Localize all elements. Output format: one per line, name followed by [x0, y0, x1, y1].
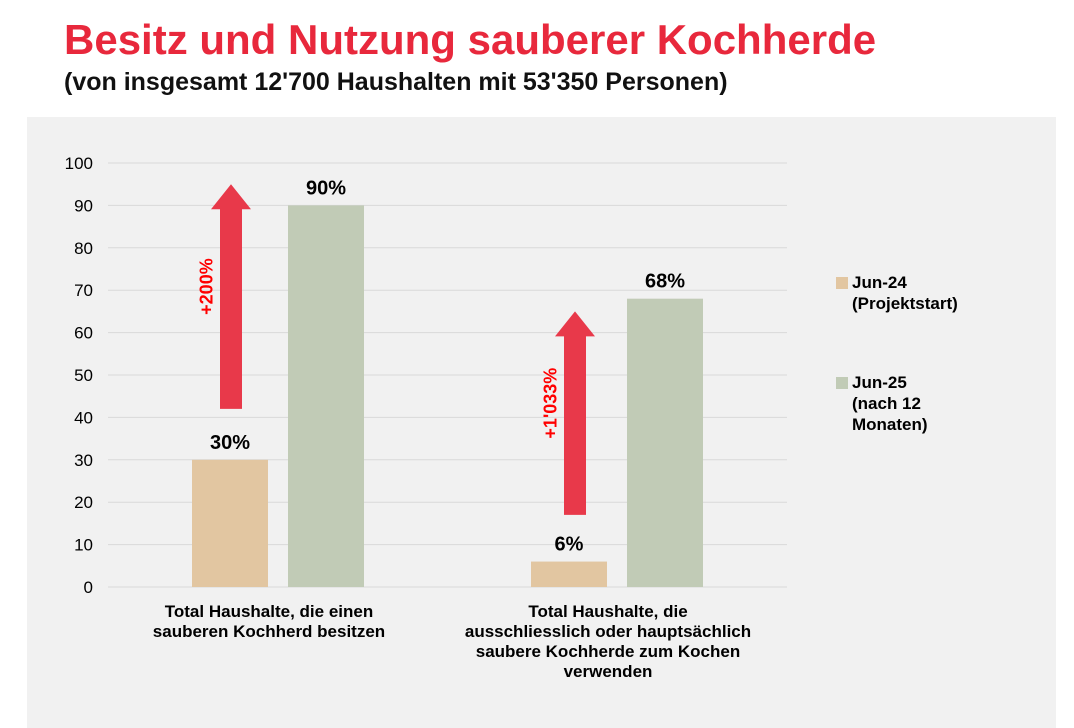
data-label: 6%: [555, 534, 584, 556]
x-category-label: sauberen Kochherd besitzen: [153, 622, 385, 641]
y-tick-label: 50: [74, 366, 93, 385]
y-tick-label: 60: [74, 324, 93, 343]
chart-panel: 0 10 20 30 40 50 60 70 80 90 100 30% 6% 90% 68% Total H…: [27, 117, 1056, 728]
x-category-label: Total Haushalte, die: [528, 602, 687, 621]
data-label: 68%: [645, 271, 685, 293]
y-tick-label: 0: [84, 578, 93, 597]
y-tick-label: 40: [74, 408, 93, 427]
y-tick-label: 90: [74, 196, 93, 215]
y-tick-label: 80: [74, 239, 93, 258]
growth-arrow-label: +200%: [197, 258, 217, 315]
bar: [288, 205, 364, 587]
y-tick-label: 20: [74, 493, 93, 512]
x-category-label: verwenden: [564, 662, 653, 681]
legend-label: Jun-24: [852, 273, 907, 292]
bar: [192, 459, 268, 587]
y-tick-label: 70: [74, 281, 93, 300]
bar: [627, 298, 703, 587]
bar-chart: 0 10 20 30 40 50 60 70 80 90 100 30% 6% 90% 68% Total H…: [65, 154, 958, 681]
legend-label: (nach 12: [852, 394, 921, 413]
legend-swatch: [836, 277, 848, 289]
y-tick-label: 30: [74, 451, 93, 470]
growth-arrow: [555, 311, 595, 515]
y-tick-label: 10: [74, 536, 93, 555]
data-label: 90%: [306, 177, 346, 199]
growth-arrow-label: +1'033%: [541, 368, 561, 439]
legend-label: Jun-25: [852, 373, 907, 392]
chart-title: Besitz und Nutzung sauberer Kochherde: [64, 16, 877, 63]
x-category-label: Total Haushalte, die einen: [165, 602, 373, 621]
y-tick-label: 100: [65, 154, 93, 173]
chart-subtitle: (von insgesamt 12'700 Haushalten mit 53'…: [64, 68, 728, 96]
growth-arrow: [211, 184, 251, 409]
x-category-label: ausschliesslich oder hauptsächlich: [465, 622, 751, 641]
legend-swatch: [836, 377, 848, 389]
bar: [531, 561, 607, 587]
legend-label: Monaten): [852, 415, 928, 434]
legend-label: (Projektstart): [852, 294, 958, 313]
x-category-label: saubere Kochherde zum Kochen: [476, 642, 741, 661]
data-label: 30%: [210, 432, 250, 454]
